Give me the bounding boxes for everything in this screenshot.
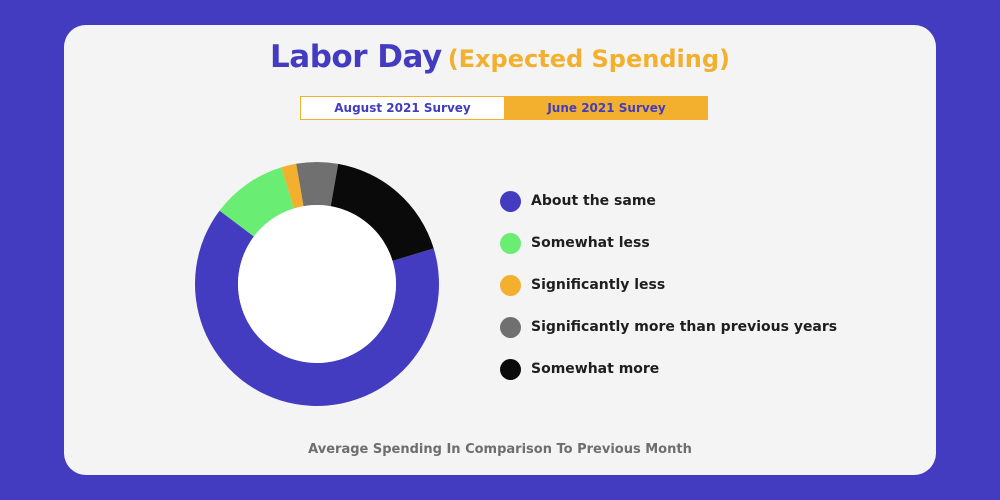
legend-label: Significantly less [531,277,666,293]
legend-label: Somewhat less [531,235,650,251]
legend-swatch-icon [500,274,521,296]
donut-slice-somewhat-more [330,163,434,261]
title-sub: (Expected Spending) [447,45,730,73]
chart-title: Labor Day (Expected Spending) [64,39,936,75]
donut-slice-significantly-less [281,163,304,209]
legend-label: Somewhat more [531,361,660,377]
chart-card: Labor Day (Expected Spending) August 2021… [64,25,936,475]
legend-item-about-the-same: About the same [500,190,837,212]
legend-item-somewhat-more: Somewhat more [500,358,837,380]
legend-swatch-icon [500,316,521,338]
tab-june-2021-survey[interactable]: June 2021 Survey [505,96,708,120]
legend-label: Significantly more than previous years [531,319,838,335]
legend: About the same Somewhat less Significant… [500,190,837,400]
survey-tabs: August 2021 Survey June 2021 Survey [300,96,708,120]
tab-august-2021-survey[interactable]: August 2021 Survey [300,96,505,120]
legend-swatch-icon [500,358,521,380]
donut-chart [194,162,439,406]
donut-slice-significantly-more [296,162,339,207]
legend-item-significantly-less: Significantly less [500,274,837,296]
donut-slice-somewhat-less [219,167,294,237]
legend-swatch-icon [500,232,521,254]
legend-swatch-icon [500,190,521,212]
legend-item-significantly-more: Significantly more than previous years [500,316,837,338]
donut-slice-about-the-same [194,210,439,406]
legend-label: About the same [531,193,656,209]
donut-hole [238,205,396,363]
legend-item-somewhat-less: Somewhat less [500,232,837,254]
chart-caption: Average Spending In Comparison To Previo… [308,442,692,457]
title-main: Labor Day [270,39,442,75]
